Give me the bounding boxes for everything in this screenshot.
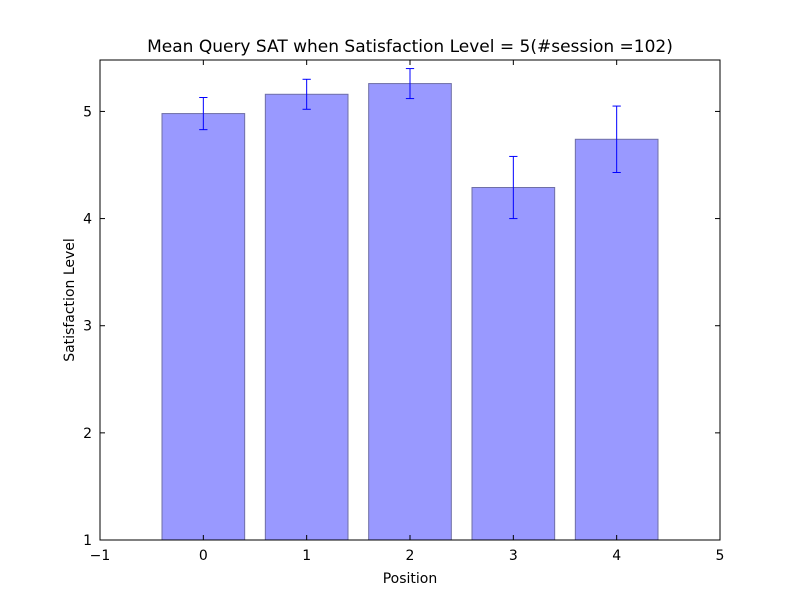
ticks-layer	[99, 60, 721, 541]
error-bar-position-2	[405, 68, 415, 100]
bar-position-0	[161, 113, 246, 541]
error-bar-position-0	[199, 97, 208, 131]
error-bars-layer	[199, 68, 621, 220]
y-tick-label: 4	[83, 212, 92, 228]
x-tick-label: 5	[716, 548, 725, 564]
x-tick-label: 4	[612, 548, 621, 564]
x-tick-label: 3	[509, 548, 518, 564]
bar-position-2	[368, 83, 452, 541]
error-bar-position-3	[509, 155, 518, 220]
chart-title: Mean Query SAT when Satisfaction Level =…	[147, 37, 673, 57]
bar-position-3	[471, 187, 556, 541]
x-tick-label: −1	[90, 548, 111, 564]
bar-position-1	[264, 93, 349, 541]
error-bar-position-1	[302, 78, 311, 110]
tick-labels-layer: −1 0 1 2 3 4 5 1 2 3 4 5	[83, 104, 724, 564]
y-tick-label: 1	[83, 533, 92, 549]
x-axis-label: Position	[383, 571, 438, 587]
bar-position-4	[574, 138, 659, 541]
y-tick-label: 3	[83, 319, 92, 335]
y-tick-label: 2	[83, 426, 92, 442]
x-tick-label: 0	[199, 548, 208, 564]
y-axis-label: Satisfaction Level	[62, 238, 78, 362]
error-bar-position-4	[612, 105, 621, 173]
y-tick-label: 5	[83, 104, 92, 120]
bars-layer	[161, 83, 659, 541]
x-tick-label: 2	[406, 548, 415, 564]
x-tick-label: 1	[302, 548, 311, 564]
